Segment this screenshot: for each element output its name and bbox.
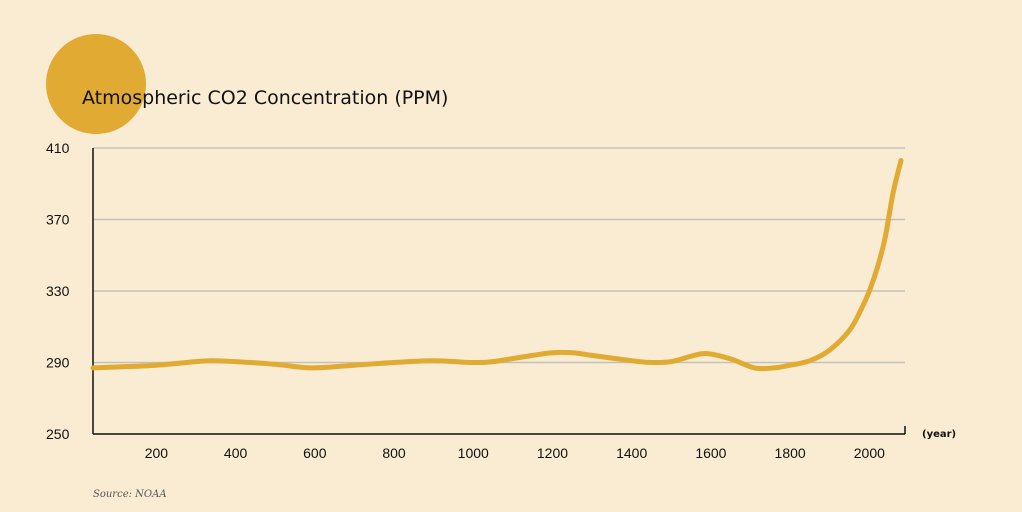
data-point-200 (156, 365, 157, 366)
y-tick-label-330: 330 (46, 283, 70, 299)
data-point-2080 (901, 160, 902, 161)
data-point-590 (310, 367, 311, 368)
data-point-2040 (885, 237, 886, 238)
series-layer (90, 158, 904, 372)
source-note: Source: NOAA (93, 489, 167, 500)
data-point-2000 (869, 291, 870, 292)
x-tick-label-1800: 1800 (775, 445, 806, 461)
data-point-1650 (730, 358, 731, 359)
x-tick-label-200: 200 (145, 445, 169, 461)
gridlines (93, 147, 905, 364)
data-point-1200 (552, 352, 553, 353)
data-point-1590 (707, 353, 708, 354)
x-tick-label-1000: 1000 (458, 445, 489, 461)
x-tick-label-800: 800 (382, 445, 406, 461)
data-point-1980 (861, 308, 862, 309)
chart-title: Atmospheric CO2 Concentration (PPM) (82, 87, 448, 109)
y-tick-label-410: 410 (46, 140, 70, 156)
data-point-1150 (532, 355, 533, 356)
data-point-1760 (774, 367, 775, 368)
x-axis-unit-label: (year) (922, 429, 956, 440)
data-point-1250 (572, 352, 573, 353)
data-point-400 (235, 361, 236, 362)
data-point-1000 (473, 362, 474, 363)
y-tick-label-290: 290 (46, 355, 70, 371)
x-tick-label-1400: 1400 (616, 445, 647, 461)
data-point-1800 (790, 365, 791, 366)
data-point-1500 (671, 361, 672, 362)
decorative-circle (46, 34, 146, 134)
data-point-500 (275, 364, 276, 365)
data-point-1900 (829, 350, 830, 351)
data-point-700 (354, 365, 355, 366)
x-tick-label-400: 400 (224, 445, 248, 461)
data-point-340 (211, 360, 212, 361)
axes (92, 148, 906, 435)
data-point-2060 (893, 192, 894, 193)
data-point-1950 (849, 330, 850, 331)
x-tick-label-2000: 2000 (854, 445, 885, 461)
x-tick-label-600: 600 (303, 445, 327, 461)
data-point-1450 (651, 362, 652, 363)
data-point-40 (93, 367, 94, 368)
data-point-900 (433, 360, 434, 361)
data-point-300 (196, 361, 197, 362)
data-point-1300 (592, 355, 593, 356)
y-tick-label-370: 370 (46, 212, 70, 228)
data-point-1850 (809, 360, 810, 361)
series-line-0 (90, 158, 904, 372)
data-point-1050 (493, 361, 494, 362)
data-point-100 (116, 367, 117, 368)
x-tick-label-1200: 1200 (537, 445, 568, 461)
data-point-1400 (631, 360, 632, 361)
data-point-2020 (877, 267, 878, 268)
y-tick-label-250: 250 (46, 426, 70, 442)
tick-labels: 250 290 330 370 410 200 400 600 800 1000 1200 1400 1… (46, 140, 885, 461)
data-point-1710 (754, 367, 755, 368)
data-point-800 (394, 362, 395, 363)
data-point-1550 (691, 356, 692, 357)
x-tick-label-1600: 1600 (695, 445, 726, 461)
